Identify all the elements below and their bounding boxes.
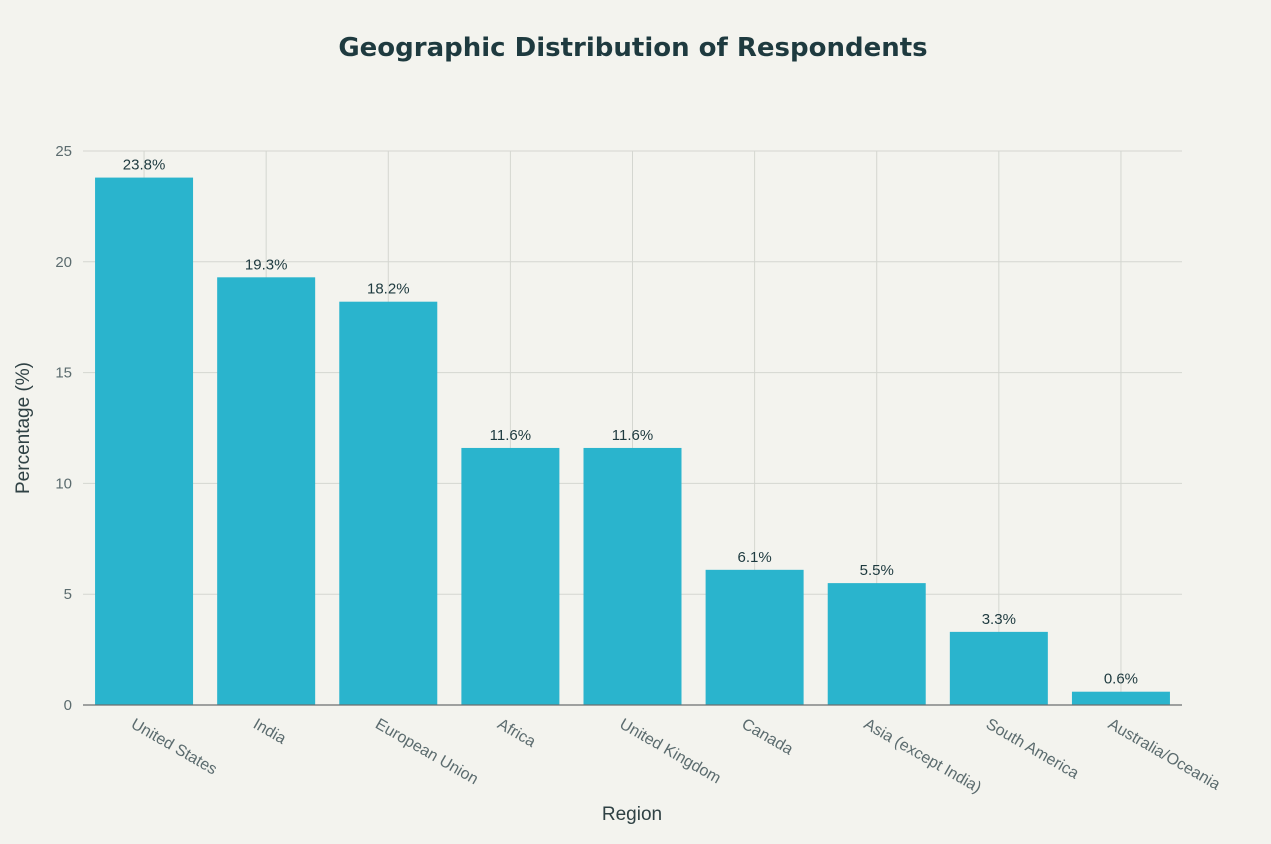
bar-data-label: 3.3% xyxy=(982,611,1016,628)
x-tick-label: Australia/Oceania xyxy=(1105,716,1223,794)
chart-title: Geographic Distribution of Respondents xyxy=(338,33,927,63)
y-axis-title: Percentage (%) xyxy=(13,362,34,494)
x-axis-ticks: United States India European Union Africa Un… xyxy=(128,716,1223,797)
bar[interactable] xyxy=(827,583,926,705)
bars xyxy=(95,177,1170,706)
bar[interactable] xyxy=(461,447,560,705)
bar-data-label: 23.8% xyxy=(123,157,166,174)
bar[interactable] xyxy=(949,631,1048,705)
x-tick-label: Asia (except India) xyxy=(861,716,984,797)
bar-data-label: 11.6% xyxy=(490,427,531,444)
x-axis-title: Region xyxy=(602,804,662,825)
y-tick-label: 5 xyxy=(64,586,72,603)
x-tick-label: European Union xyxy=(372,716,481,789)
x-tick-label: United States xyxy=(128,716,220,779)
y-tick-label: 20 xyxy=(55,254,72,271)
bar[interactable] xyxy=(1071,691,1170,705)
x-tick-label: Africa xyxy=(494,716,538,751)
x-tick-label: United Kingdom xyxy=(617,716,724,788)
y-tick-label: 25 xyxy=(55,143,72,160)
x-tick-label: India xyxy=(250,716,289,748)
x-tick-label: South America xyxy=(983,716,1082,783)
data-labels: 23.8% 19.3% 18.2% 11.6% 11.6% 6.1% 5.5% 3.3% 0.6… xyxy=(123,157,1138,688)
x-tick-label: Canada xyxy=(739,716,796,759)
bar-data-label: 19.3% xyxy=(245,256,288,273)
bar[interactable] xyxy=(217,277,316,705)
bar-data-label: 18.2% xyxy=(367,281,410,298)
bar[interactable] xyxy=(95,177,194,706)
y-tick-label: 10 xyxy=(55,475,72,492)
y-axis-ticks: 0 5 10 15 20 25 xyxy=(55,143,72,714)
bar[interactable] xyxy=(339,301,438,705)
bar-data-label: 0.6% xyxy=(1104,671,1138,688)
bar[interactable] xyxy=(705,569,804,705)
bar-data-label: 5.5% xyxy=(860,562,894,579)
bar[interactable] xyxy=(583,447,682,705)
bar-data-label: 11.6% xyxy=(612,427,653,444)
bar-data-label: 6.1% xyxy=(738,549,772,566)
y-tick-label: 0 xyxy=(64,697,72,714)
y-tick-label: 15 xyxy=(55,365,72,382)
